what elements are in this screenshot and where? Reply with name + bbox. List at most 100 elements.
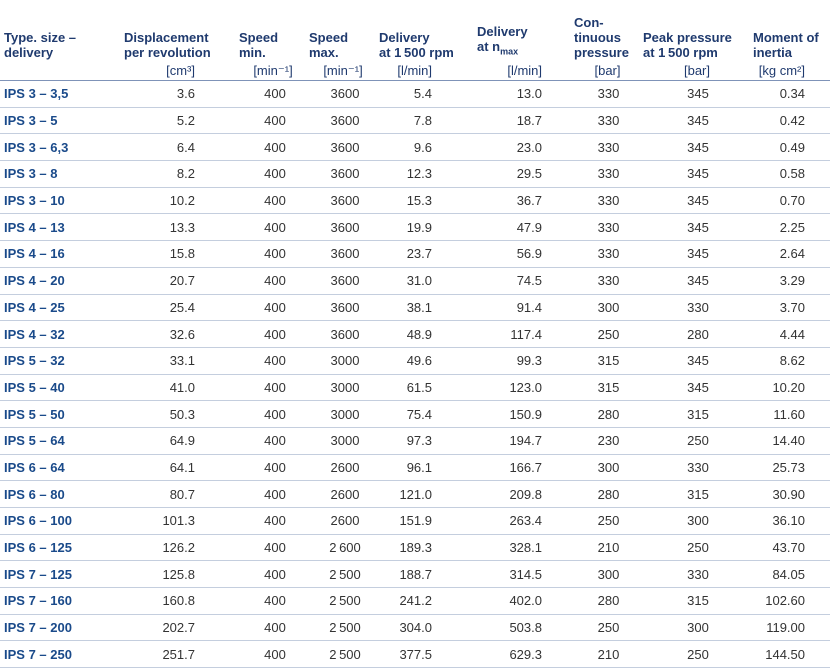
header-line	[4, 0, 120, 15]
type-cell: IPS 6 – 100	[0, 507, 120, 535]
value-cell: 99.3	[473, 347, 570, 375]
column-header: Type. size – delivery	[0, 0, 120, 60]
header-row: Type. size – delivery Displacement per revo…	[0, 0, 830, 60]
type-cell: IPS 5 – 40	[0, 374, 120, 402]
header-line: Con-	[574, 15, 604, 30]
type-cell: IPS 4 – 13	[0, 213, 120, 242]
value-cell: 315	[639, 587, 749, 615]
table-row: IPS 3 – 6,3 6.4 400 3600 9.6 23.0 330 345 0.49	[0, 133, 830, 162]
value-cell: 18.7	[473, 107, 570, 135]
value-cell: 345	[639, 213, 749, 242]
value-cell: 43.70	[749, 534, 830, 562]
unit-label: [min⁻¹]	[305, 60, 375, 81]
table-body: IPS 3 – 3,5 3.6 400 3600 5.4 13.0 330 345 0.34 IP…	[0, 80, 830, 669]
table-row: IPS 7 – 160 160.8 400 2 500 241.2 402.0 280 315…	[0, 587, 830, 615]
value-cell: 345	[639, 80, 749, 108]
type-cell: IPS 4 – 20	[0, 267, 120, 295]
type-cell: IPS 7 – 125	[0, 560, 120, 589]
column-header: Peak pressure at 1 500 rpm	[639, 0, 749, 60]
value-cell: 330	[570, 267, 639, 295]
value-cell: 400	[235, 534, 305, 562]
value-cell: 280	[570, 587, 639, 615]
value-cell: 251.7	[120, 640, 235, 669]
value-cell: 3000	[305, 374, 375, 402]
value-cell: 400	[235, 507, 305, 535]
value-cell: 64.9	[120, 427, 235, 455]
value-cell: 209.8	[473, 480, 570, 508]
table-row: IPS 5 – 40 41.0 400 3000 61.5 123.0 315 345 10.2…	[0, 374, 830, 402]
table-row: IPS 5 – 50 50.3 400 3000 75.4 150.9 280 315 11.6…	[0, 400, 830, 428]
value-cell: 23.7	[375, 240, 473, 268]
value-cell: 280	[639, 320, 749, 348]
table-row: IPS 4 – 16 15.8 400 3600 23.7 56.9 330 345 2.64	[0, 240, 830, 268]
unit-label: [min⁻¹]	[235, 60, 305, 81]
type-cell: IPS 7 – 160	[0, 587, 120, 615]
value-cell: 102.60	[749, 587, 830, 615]
value-cell: 0.34	[749, 80, 830, 108]
value-cell: 250	[570, 320, 639, 348]
value-cell: 8.62	[749, 347, 830, 375]
table-row: IPS 3 – 10 10.2 400 3600 15.3 36.7 330 345 0.70	[0, 187, 830, 215]
type-cell: IPS 5 – 32	[0, 347, 120, 375]
table-row: IPS 6 – 125 126.2 400 2 600 189.3 328.1 210 250…	[0, 534, 830, 562]
table-row: IPS 6 – 64 64.1 400 2600 96.1 166.7 300 330 25.7…	[0, 454, 830, 482]
value-cell: 304.0	[375, 614, 473, 642]
unit-label: [kg cm²]	[749, 60, 830, 81]
value-cell: 96.1	[375, 454, 473, 482]
value-cell: 330	[570, 107, 639, 135]
value-cell: 315	[570, 347, 639, 375]
type-cell: IPS 6 – 64	[0, 454, 120, 482]
value-cell: 400	[235, 133, 305, 162]
value-cell: 74.5	[473, 267, 570, 295]
header-line: Type. size –	[4, 30, 77, 45]
type-cell: IPS 4 – 32	[0, 320, 120, 348]
column-header: Speed max.	[305, 0, 375, 60]
table-row: IPS 5 – 64 64.9 400 3000 97.3 194.7 230 250 14.4…	[0, 427, 830, 455]
header-line: inertia	[753, 45, 793, 60]
header-line	[643, 15, 749, 30]
value-cell: 400	[235, 213, 305, 242]
value-cell: 3000	[305, 400, 375, 428]
value-cell: 400	[235, 454, 305, 482]
value-cell: 300	[639, 614, 749, 642]
value-cell: 2 600	[305, 534, 375, 562]
value-cell: 56.9	[473, 240, 570, 268]
value-cell: 20.7	[120, 267, 235, 295]
value-cell: 32.6	[120, 320, 235, 348]
unit-label	[0, 60, 120, 81]
value-cell: 48.9	[375, 320, 473, 348]
type-cell: IPS 3 – 6,3	[0, 133, 120, 162]
value-cell: 230	[570, 427, 639, 455]
value-cell: 330	[570, 133, 639, 162]
type-cell: IPS 7 – 200	[0, 614, 120, 642]
value-cell: 3.6	[120, 80, 235, 108]
value-cell: 50.3	[120, 400, 235, 428]
value-cell: 36.10	[749, 507, 830, 535]
header-line: pressure	[574, 45, 629, 60]
value-cell: 300	[570, 294, 639, 322]
value-cell: 250	[570, 507, 639, 535]
table-row: IPS 4 – 32 32.6 400 3600 48.9 117.4 250 280 4.44	[0, 320, 830, 348]
value-cell: 8.2	[120, 160, 235, 188]
header-line: delivery	[4, 45, 54, 60]
value-cell: 19.9	[375, 213, 473, 242]
value-cell: 15.3	[375, 187, 473, 215]
value-cell: 315	[639, 480, 749, 508]
value-cell: 315	[570, 374, 639, 402]
value-cell: 12.3	[375, 160, 473, 188]
value-cell: 144.50	[749, 640, 830, 669]
table-row: IPS 7 – 200 202.7 400 2 500 304.0 503.8 250 300…	[0, 614, 830, 642]
value-cell: 49.6	[375, 347, 473, 375]
value-cell: 280	[570, 400, 639, 428]
value-cell: 7.8	[375, 107, 473, 135]
value-cell: 38.1	[375, 294, 473, 322]
value-cell: 13.3	[120, 213, 235, 242]
value-cell: 400	[235, 240, 305, 268]
value-cell: 345	[639, 187, 749, 215]
header-line	[477, 9, 570, 24]
table-row: IPS 3 – 3,5 3.6 400 3600 5.4 13.0 330 345 0.34	[0, 80, 830, 108]
value-cell: 3600	[305, 160, 375, 188]
value-cell: 84.05	[749, 560, 830, 589]
type-cell: IPS 4 – 16	[0, 240, 120, 268]
